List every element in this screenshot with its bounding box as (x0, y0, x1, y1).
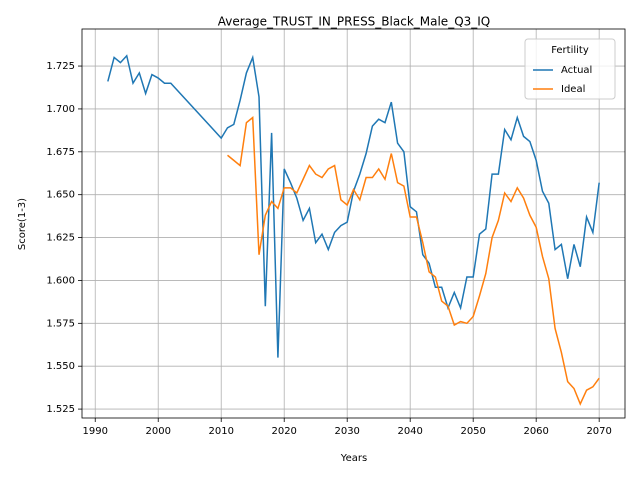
legend-label: Ideal (561, 84, 585, 95)
data-line (227, 115, 600, 406)
x-tick-label: 2000 (145, 426, 170, 437)
x-tick-label: 2020 (271, 426, 296, 437)
data-line (107, 54, 600, 358)
y-tick-label: 1.700 (46, 104, 75, 115)
x-tick-label: 2050 (460, 426, 485, 437)
x-tick-label: 2070 (586, 426, 611, 437)
y-tick-label: 1.675 (46, 147, 75, 158)
x-tick-label: 2010 (208, 426, 233, 437)
y-axis-label: Score(1-3) (17, 198, 28, 250)
y-tick-label: 1.600 (46, 275, 75, 286)
y-tick-label: 1.650 (46, 190, 75, 201)
y-tick-label: 1.725 (46, 61, 75, 72)
legend: Fertility Actual Ideal (524, 38, 616, 100)
x-tick-label: 1990 (83, 426, 108, 437)
plot-frame (81, 28, 626, 419)
legend-label: Actual (561, 65, 592, 76)
y-tick-label: 1.575 (46, 318, 75, 329)
y-tick-label: 1.525 (46, 404, 75, 415)
legend-box (524, 38, 616, 100)
legend-title: Fertility (551, 45, 589, 56)
x-tick-label: 2060 (523, 426, 548, 437)
y-tick-label: 1.625 (46, 233, 75, 244)
x-axis-label: Years (340, 453, 367, 464)
x-tick-label: 2040 (397, 426, 422, 437)
chart-title: Average_TRUST_IN_PRESS_Black_Male_Q3_IQ (218, 15, 491, 29)
y-tick-label: 1.550 (46, 361, 75, 372)
x-tick-label: 2030 (334, 426, 359, 437)
